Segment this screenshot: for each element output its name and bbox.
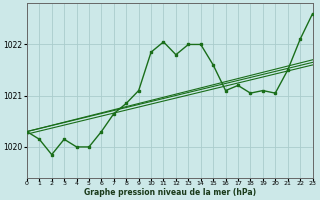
X-axis label: Graphe pression niveau de la mer (hPa): Graphe pression niveau de la mer (hPa) <box>84 188 256 197</box>
